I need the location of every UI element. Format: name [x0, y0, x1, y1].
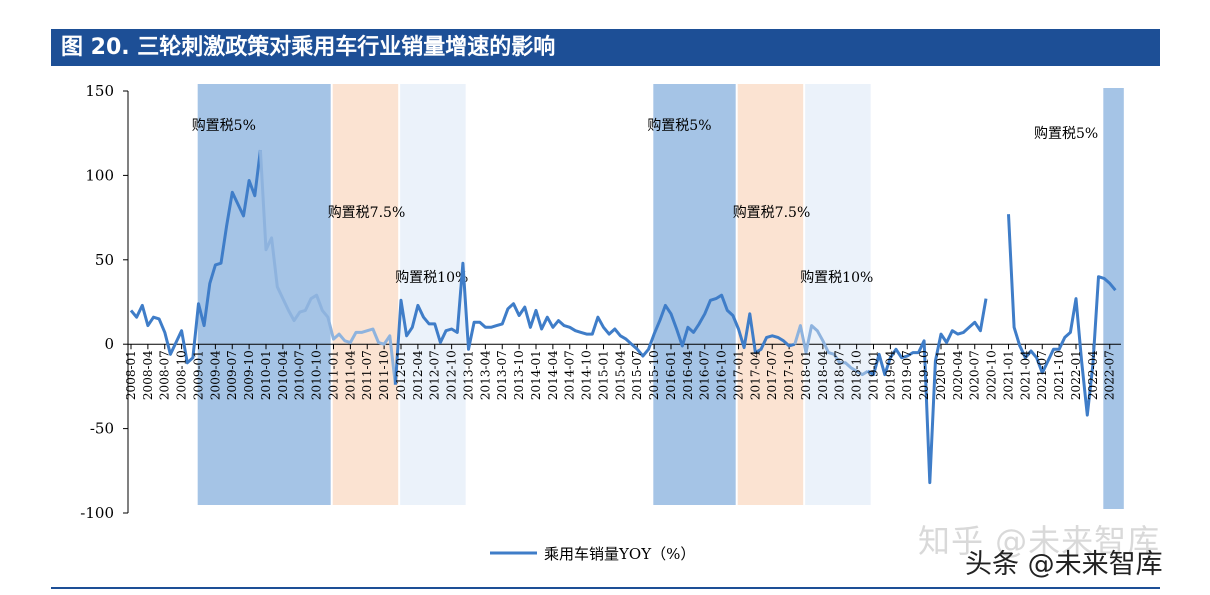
x-tick-label: 2021-07: [1035, 350, 1049, 400]
x-tick-label: 2015-01: [597, 350, 611, 400]
series-lines: [129, 149, 1117, 485]
x-tick-label: 2008-01: [124, 350, 138, 400]
x-tick-label: 2018-10: [850, 350, 864, 400]
x-tick-label: 2014-07: [563, 350, 577, 400]
x-tick-label: 2011-01: [327, 350, 341, 400]
x-tick-label: 2019-01: [867, 350, 881, 400]
policy-band: [737, 84, 804, 505]
x-tick-label: 2014-10: [580, 350, 594, 400]
x-tick-label: 2021-01: [1002, 350, 1016, 400]
x-tick-label: 2013-01: [462, 350, 476, 400]
x-tick-label: 2020-10: [985, 350, 999, 400]
policy-band: [805, 84, 871, 505]
x-tick-label: 2008-04: [141, 350, 155, 400]
policy-band: [400, 84, 466, 505]
x-tick-label: 2022-04: [1086, 350, 1100, 400]
x-tick-label: 2017-10: [782, 350, 796, 400]
x-tick-label: 2018-07: [833, 350, 847, 400]
x-tick-label: 2014-04: [546, 350, 560, 400]
x-tick-label: 2016-01: [664, 350, 678, 400]
series-line: [129, 149, 262, 365]
series-line: [393, 261, 796, 385]
x-tick-label: 2011-10: [377, 350, 391, 400]
policy-band-label: 购置税10%: [395, 270, 468, 286]
policy-band: [197, 84, 331, 505]
x-tick-label: 2012-01: [394, 350, 408, 400]
policy-band: [1103, 88, 1124, 509]
series-line: [793, 324, 869, 377]
x-tick-label: 2016-10: [715, 350, 729, 400]
y-tick-labels: -100 -50 0 50 100 150: [80, 82, 114, 522]
x-tick-label: 2017-07: [765, 350, 779, 400]
x-tick-label: 2016-07: [698, 350, 712, 400]
y-tick-label: -50: [90, 420, 114, 438]
x-tick-label: 2012-10: [445, 350, 459, 400]
chart-title: 图 20. 三轮刺激政策对乘用车行业销量增速的影响: [51, 29, 1160, 66]
x-tick-label: 2009-01: [192, 350, 206, 400]
x-tick-label: 2019-10: [917, 350, 931, 400]
policy-bands: [197, 84, 1124, 509]
x-tick-label: 2021-10: [1052, 350, 1066, 400]
x-tick-label: 2012-04: [411, 350, 425, 400]
watermark-zhihu: 知乎 @未来智库: [918, 522, 1161, 560]
x-tick-label: 2019-07: [900, 350, 914, 400]
policy-band-label: 购置税5%: [1034, 126, 1098, 142]
x-tick-labels: 2008-01 2008-04 2008-07 2008-10 2009-01 2009-…: [124, 350, 1117, 400]
x-tick-label: 2009-07: [225, 350, 239, 400]
x-tick-label: 2015-10: [647, 350, 661, 400]
x-tick-label: 2009-04: [208, 350, 222, 400]
y-tick-label: 100: [85, 166, 114, 184]
series-line: [258, 150, 397, 385]
x-tick-label: 2010-10: [310, 350, 324, 400]
x-tick-label: 2021-04: [1018, 350, 1032, 400]
x-tick-label: 2010-01: [259, 350, 273, 400]
policy-band-label: 购置税7.5%: [328, 205, 406, 221]
y-tick-label: -100: [80, 504, 114, 522]
x-tick-label: 2018-04: [816, 350, 830, 400]
x-tick-label: 2020-01: [934, 350, 948, 400]
x-tick-label: 2022-01: [1069, 350, 1083, 400]
x-tick-label: 2011-04: [343, 350, 357, 400]
legend: 乘用车销量YOY（%）: [490, 545, 695, 563]
x-tick-label: 2020-04: [951, 350, 965, 400]
policy-band: [332, 84, 399, 505]
series-line: [1007, 214, 1117, 417]
y-tick-label: 150: [85, 82, 114, 100]
x-tick-label: 2011-07: [360, 350, 374, 400]
x-tick-label: 2008-10: [175, 350, 189, 400]
policy-band: [653, 84, 736, 505]
x-tick-label: 2017-01: [732, 350, 746, 400]
x-tick-label: 2009-10: [242, 350, 256, 400]
policy-band-label: 购置税10%: [800, 270, 873, 286]
policy-band-label: 购置税5%: [647, 118, 711, 134]
x-tick-label: 2010-04: [276, 350, 290, 400]
policy-band-labels: 购置税5% 购置税7.5% 购置税10% 购置税5% 购置税7.5% 购置税10% 购置税5…: [192, 118, 1099, 286]
legend-label: 乘用车销量YOY（%）: [544, 545, 695, 563]
policy-band-label: 购置税7.5%: [733, 205, 811, 221]
watermark-toutiao: 头条 @未来智库: [965, 549, 1163, 580]
x-tick-label: 2013-07: [495, 350, 509, 400]
x-tick-label: 2015-07: [630, 350, 644, 400]
x-tick-label: 2019-04: [883, 350, 897, 400]
x-tick-label: 2013-10: [512, 350, 526, 400]
x-tick-label: 2010-07: [293, 350, 307, 400]
policy-band-label: 购置税5%: [192, 118, 256, 134]
x-tick-label: 2017-04: [748, 350, 762, 400]
x-tick-label: 2012-07: [428, 350, 442, 400]
x-tick-label: 2020-07: [968, 350, 982, 400]
series-line: [867, 298, 988, 485]
x-tick-label: 2018-01: [799, 350, 813, 400]
x-tick-label: 2015-04: [613, 350, 627, 400]
y-tick-label: 50: [95, 251, 114, 269]
y-tick-label: 0: [104, 335, 114, 353]
x-tick-label: 2016-04: [681, 350, 695, 400]
x-tick-label: 2008-07: [158, 350, 172, 400]
bottom-rule: [51, 587, 1160, 589]
x-tick-label: 2014-01: [529, 350, 543, 400]
x-tick-label: 2022-07: [1103, 350, 1117, 400]
x-tick-label: 2013-04: [478, 350, 492, 400]
